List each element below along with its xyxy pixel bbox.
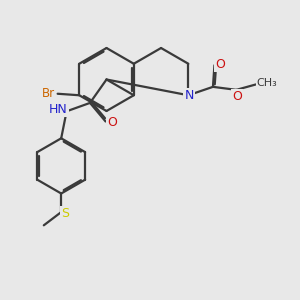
Text: O: O xyxy=(107,116,117,129)
Text: O: O xyxy=(215,58,225,71)
Text: Br: Br xyxy=(41,87,55,100)
Text: CH₃: CH₃ xyxy=(257,78,278,88)
Text: S: S xyxy=(61,207,69,220)
Text: O: O xyxy=(232,90,242,103)
Text: HN: HN xyxy=(49,103,68,116)
Text: N: N xyxy=(184,89,194,102)
